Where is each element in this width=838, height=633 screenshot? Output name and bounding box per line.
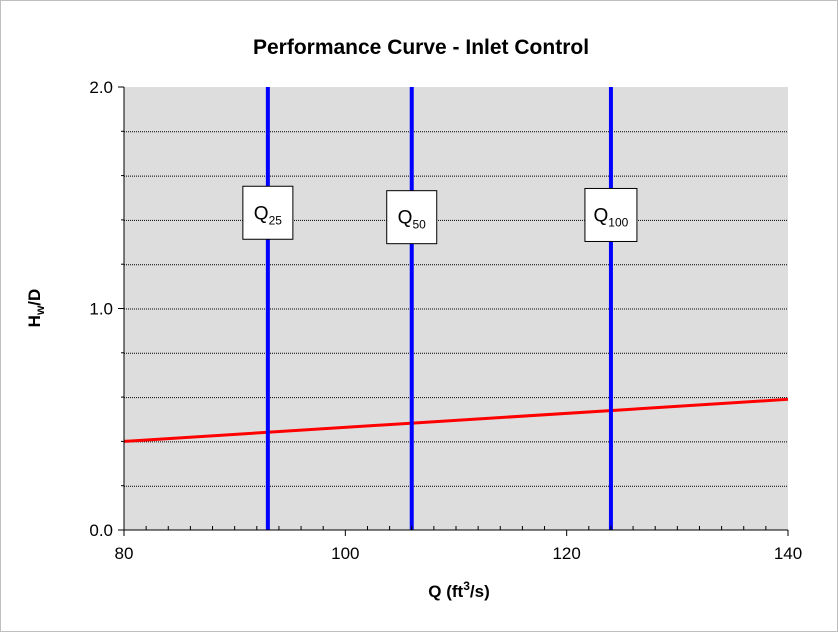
marker-label-sub: 100	[608, 215, 628, 229]
marker-label-sub: 25	[269, 213, 283, 227]
marker-label: Q25	[254, 203, 282, 227]
marker-label-main: Q	[398, 208, 413, 229]
x-axis-label-tail: /s)	[470, 582, 490, 601]
marker-label-box	[242, 185, 294, 240]
series-line	[123, 397, 789, 443]
marker-label-main: Q	[594, 205, 609, 226]
axes: 0.0 1.0 2.0 80 100 120 140	[89, 78, 802, 563]
chart-title: Performance Curve - Inlet Control	[253, 36, 589, 59]
y-axis-label-tail: /D	[25, 289, 44, 306]
series-layer	[123, 397, 789, 443]
x-tick-label: 80	[115, 544, 134, 563]
x-tick-label: 100	[331, 544, 359, 563]
marker-label: Q100	[594, 205, 629, 229]
y-tick-label: 0.0	[89, 521, 113, 540]
y-tick-label: 1.0	[89, 300, 113, 319]
x-tick-label: 140	[774, 544, 802, 563]
x-axis-label-sup: 3	[463, 579, 470, 593]
marker-label-main: Q	[254, 203, 269, 224]
marker-label: Q50	[398, 208, 426, 232]
marker-label-sub: 50	[412, 218, 426, 232]
y-tick-label: 2.0	[89, 78, 113, 97]
gridlines	[124, 131, 788, 487]
marker-label-box	[584, 187, 638, 242]
x-axis-label: Q (ft3/s)	[428, 579, 489, 601]
marker-layer: Q25 Q50 Q100	[242, 87, 638, 530]
y-axis-label-sub: w	[33, 305, 47, 316]
y-axis-label: Hw/D	[25, 289, 47, 328]
x-tick-label: 120	[552, 544, 580, 563]
marker-label-box	[386, 190, 438, 245]
y-axis-label-main: H	[25, 315, 44, 327]
x-axis-label-main: Q (ft	[428, 582, 463, 601]
